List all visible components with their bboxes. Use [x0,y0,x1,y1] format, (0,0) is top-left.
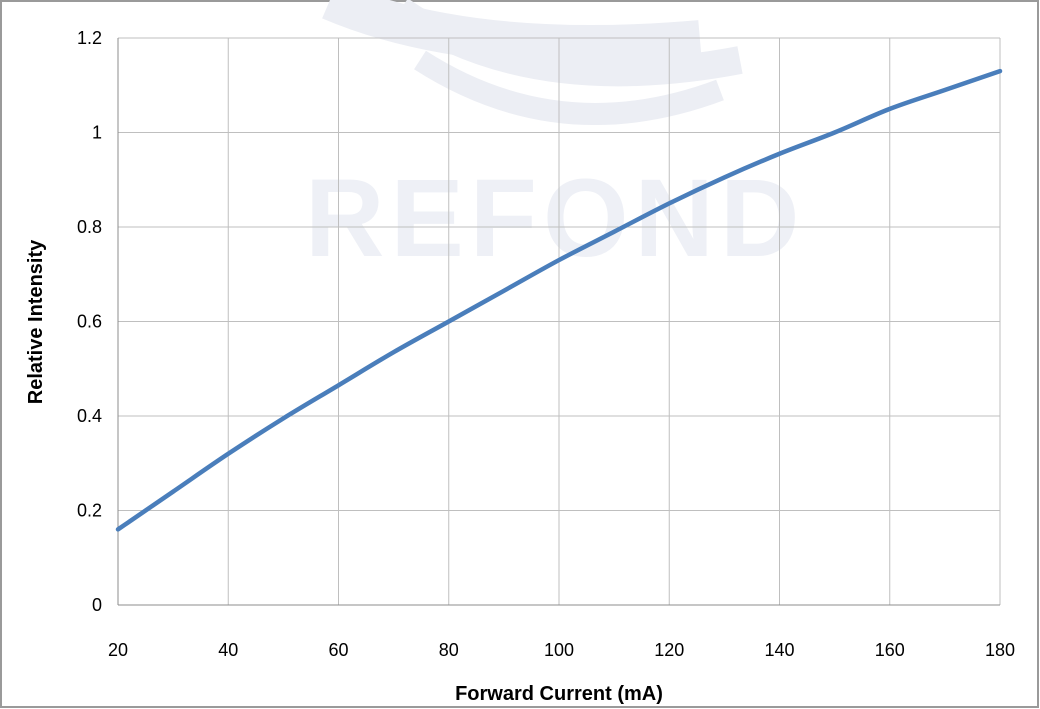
series-line-0 [115,68,1003,532]
y-tick-label: 1.2 [77,28,102,48]
y-tick-label: 0.6 [77,312,102,332]
watermark-text: REFOND [305,157,805,280]
x-tick-label: 80 [439,640,459,660]
y-tick-label: 1 [92,123,102,143]
x-tick-label: 20 [108,640,128,660]
watermark-swoosh [414,50,724,125]
y-tick-label: 0.4 [77,406,102,426]
watermark-swoosh [392,0,743,87]
x-axis-title: Forward Current (mA) [455,683,663,705]
axes [117,38,1000,606]
x-tick-label: 40 [218,640,238,660]
x-tick-label: 140 [764,640,794,660]
x-tick-label: 160 [875,640,905,660]
y-tick-label: 0 [92,595,102,615]
x-tick-label: 100 [544,640,574,660]
watermark: REFOND [305,0,805,280]
tick-labels: 20 40 60 80 100 120 140 160 180 0 0.2 0.4 0.6 0.8 1 1.2 [77,28,1015,660]
y-tick-label: 0.8 [77,217,102,237]
x-tick-label: 180 [985,640,1015,660]
y-tick-label: 0.2 [77,501,102,521]
y-axis-title: Relative Intensity [25,239,47,404]
series [115,68,1003,532]
x-tick-label: 60 [328,640,348,660]
x-tick-label: 120 [654,640,684,660]
